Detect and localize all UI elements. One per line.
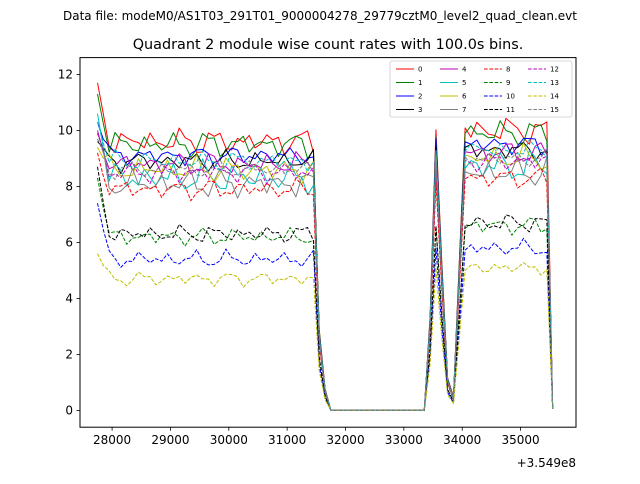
legend-label-5: 5 bbox=[462, 79, 466, 87]
y-tick-label: 0 bbox=[65, 404, 73, 418]
legend-label-6: 6 bbox=[462, 93, 467, 101]
legend-label-7: 7 bbox=[462, 106, 466, 114]
legend-label-9: 9 bbox=[506, 79, 510, 87]
legend-label-13: 13 bbox=[550, 79, 559, 87]
legend-label-0: 0 bbox=[418, 66, 422, 74]
y-tick-label: 6 bbox=[65, 236, 73, 250]
legend-label-4: 4 bbox=[462, 66, 467, 74]
legend-frame bbox=[389, 60, 573, 118]
series-line-14 bbox=[97, 253, 554, 411]
series-line-8 bbox=[97, 152, 554, 411]
series-line-2 bbox=[97, 121, 554, 411]
series-line-13 bbox=[97, 121, 554, 411]
series-line-15 bbox=[97, 138, 554, 411]
x-tick-label: 32000 bbox=[326, 433, 364, 447]
series-layer bbox=[97, 82, 554, 411]
series-line-10 bbox=[97, 203, 554, 411]
legend-label-11: 11 bbox=[506, 106, 515, 114]
series-line-12 bbox=[97, 133, 554, 411]
y-tick-label: 2 bbox=[65, 348, 73, 362]
series-line-6 bbox=[97, 142, 554, 411]
chart-title: Quadrant 2 module wise count rates with … bbox=[133, 37, 524, 53]
legend-label-10: 10 bbox=[506, 93, 515, 101]
y-tick-label: 10 bbox=[58, 124, 73, 138]
axis-layer: 28000 29000 30000 31000 32000 33000 34000 35000… bbox=[58, 68, 540, 448]
y-tick-label: 4 bbox=[65, 292, 73, 306]
x-offset-label: +3.549e8 bbox=[517, 456, 576, 470]
legend-label-14: 14 bbox=[550, 93, 559, 101]
x-tick-label: 35000 bbox=[501, 433, 539, 447]
legend-label-12: 12 bbox=[550, 66, 559, 74]
x-tick-label: 31000 bbox=[268, 433, 306, 447]
y-tick-label: 12 bbox=[58, 68, 73, 82]
x-tick-label: 28000 bbox=[93, 433, 131, 447]
legend-label-15: 15 bbox=[550, 106, 559, 114]
x-tick-label: 33000 bbox=[385, 433, 423, 447]
legend-label-2: 2 bbox=[418, 93, 422, 101]
legend-label-3: 3 bbox=[418, 106, 422, 114]
x-tick-label: 30000 bbox=[210, 433, 248, 447]
series-line-3 bbox=[97, 141, 554, 411]
legend-label-8: 8 bbox=[506, 66, 510, 74]
suptitle: Data file: modeM0/AS1T03_291T01_90000042… bbox=[63, 9, 577, 23]
x-tick-label: 34000 bbox=[443, 433, 481, 447]
series-line-11 bbox=[97, 166, 554, 411]
legend-label-1: 1 bbox=[418, 79, 422, 87]
series-line-7 bbox=[97, 133, 554, 411]
x-tick-label: 29000 bbox=[151, 433, 189, 447]
y-tick-label: 8 bbox=[65, 180, 73, 194]
series-line-1 bbox=[97, 93, 554, 411]
series-line-0 bbox=[97, 82, 554, 411]
series-line-9 bbox=[97, 177, 554, 411]
